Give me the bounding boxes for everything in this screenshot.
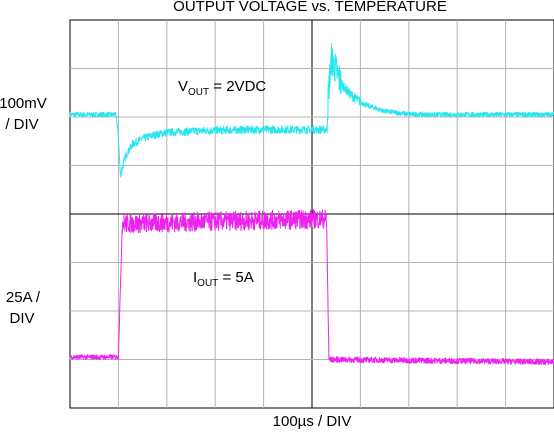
voltage-scale-label-line1: 100mV — [0, 95, 47, 112]
vout-annotation-main: V — [178, 78, 188, 95]
vout-annotation-sub: OUT — [188, 87, 209, 98]
iout-annotation-rest: = 5A — [218, 269, 253, 286]
vout-annotation-rest: = 2VDC — [209, 78, 266, 95]
current-scale-label-line2: DIV — [9, 310, 34, 327]
voltage-scale-label-line2: / DIV — [5, 116, 38, 133]
plot-area — [70, 20, 554, 408]
x-axis-label: 100µs / DIV — [273, 413, 352, 430]
chart-title: OUTPUT VOLTAGE vs. TEMPERATURE — [173, 0, 447, 15]
iout-annotation-sub: OUT — [197, 278, 218, 289]
current-scale-label-line1: 25A / — [6, 289, 41, 306]
